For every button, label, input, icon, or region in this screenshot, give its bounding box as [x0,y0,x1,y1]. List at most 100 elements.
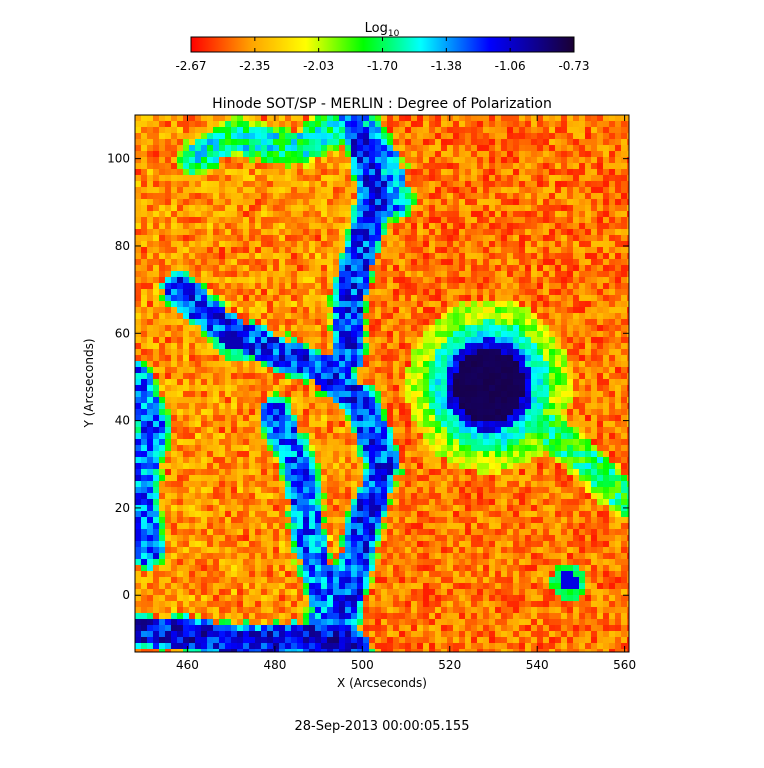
heatmap-cell [411,277,417,283]
heatmap-cell [441,331,447,337]
heatmap-cell [333,277,339,283]
heatmap-cell [147,247,153,253]
heatmap-cell [369,391,375,397]
heatmap-cell [213,145,219,151]
heatmap-cell [345,409,351,415]
heatmap-cell [585,121,591,127]
heatmap-cell [525,385,531,391]
heatmap-cell [399,139,405,145]
heatmap-cell [441,355,447,361]
heatmap-cell [261,355,267,361]
heatmap-cell [609,121,615,127]
heatmap-cell [489,247,495,253]
heatmap-cell [567,433,573,439]
heatmap-cell [573,145,579,151]
heatmap-cell [153,373,159,379]
heatmap-cell [459,193,465,199]
heatmap-cell [477,331,483,337]
heatmap-cell [249,409,255,415]
heatmap-cell [333,451,339,457]
heatmap-cell [177,301,183,307]
heatmap-cell [171,307,177,313]
heatmap-cell [507,127,513,133]
heatmap-cell [357,469,363,475]
heatmap-cell [339,409,345,415]
heatmap-cell [321,319,327,325]
heatmap-cell [291,253,297,259]
heatmap-cell [159,205,165,211]
heatmap-cell [597,271,603,277]
heatmap-cell [351,313,357,319]
heatmap-cell [345,283,351,289]
heatmap-cell [543,211,549,217]
heatmap-cell [555,391,561,397]
heatmap-cell [489,199,495,205]
heatmap-cell [435,175,441,181]
heatmap-cell [495,223,501,229]
heatmap-cell [285,241,291,247]
heatmap-cell [231,367,237,373]
heatmap-cell [327,349,333,355]
heatmap-cell [249,433,255,439]
heatmap-cell [339,277,345,283]
heatmap-cell [519,325,525,331]
heatmap-cell [561,217,567,223]
heatmap-cell [183,421,189,427]
heatmap-cell [435,289,441,295]
heatmap-cell [615,373,621,379]
heatmap-cell [135,307,141,313]
heatmap-cell [345,319,351,325]
heatmap-cell [357,463,363,469]
heatmap-cell [135,409,141,415]
heatmap-cell [393,373,399,379]
heatmap-cell [579,295,585,301]
heatmap-cell [381,421,387,427]
heatmap-cell [609,253,615,259]
heatmap-cell [285,373,291,379]
heatmap-cell [489,241,495,247]
heatmap-cell [267,313,273,319]
heatmap-cell [219,235,225,241]
heatmap-cell [621,313,627,319]
heatmap-cell [183,403,189,409]
heatmap-cell [309,265,315,271]
heatmap-cell [483,253,489,259]
heatmap-cell [177,277,183,283]
heatmap-cell [543,433,549,439]
heatmap-cell [489,181,495,187]
heatmap-cell [411,199,417,205]
heatmap-cell [141,283,147,289]
chart-title: Hinode SOT/SP - MERLIN : Degree of Polar… [212,96,552,112]
heatmap-cell [435,217,441,223]
heatmap-cell [393,337,399,343]
heatmap-cell [291,373,297,379]
heatmap-cell [327,427,333,433]
heatmap-cell [285,289,291,295]
heatmap-cell [189,409,195,415]
heatmap-cell [309,181,315,187]
heatmap-cell [477,379,483,385]
heatmap-cell [237,367,243,373]
heatmap-cell [249,343,255,349]
heatmap-cell [309,469,315,475]
heatmap-cell [573,265,579,271]
heatmap-cell [513,265,519,271]
heatmap-cell [417,469,423,475]
heatmap-cell [273,361,279,367]
heatmap-cell [243,229,249,235]
heatmap-cell [363,397,369,403]
heatmap-cell [285,259,291,265]
heatmap-cell [303,433,309,439]
heatmap-cell [399,451,405,457]
heatmap-cell [387,133,393,139]
heatmap-cell [615,163,621,169]
heatmap-cell [591,433,597,439]
heatmap-cell [225,295,231,301]
heatmap-cell [489,193,495,199]
heatmap-cell [309,253,315,259]
heatmap-cell [393,199,399,205]
heatmap-cell [435,145,441,151]
heatmap-cell [255,163,261,169]
heatmap-cell [171,145,177,151]
heatmap-cell [537,463,543,469]
